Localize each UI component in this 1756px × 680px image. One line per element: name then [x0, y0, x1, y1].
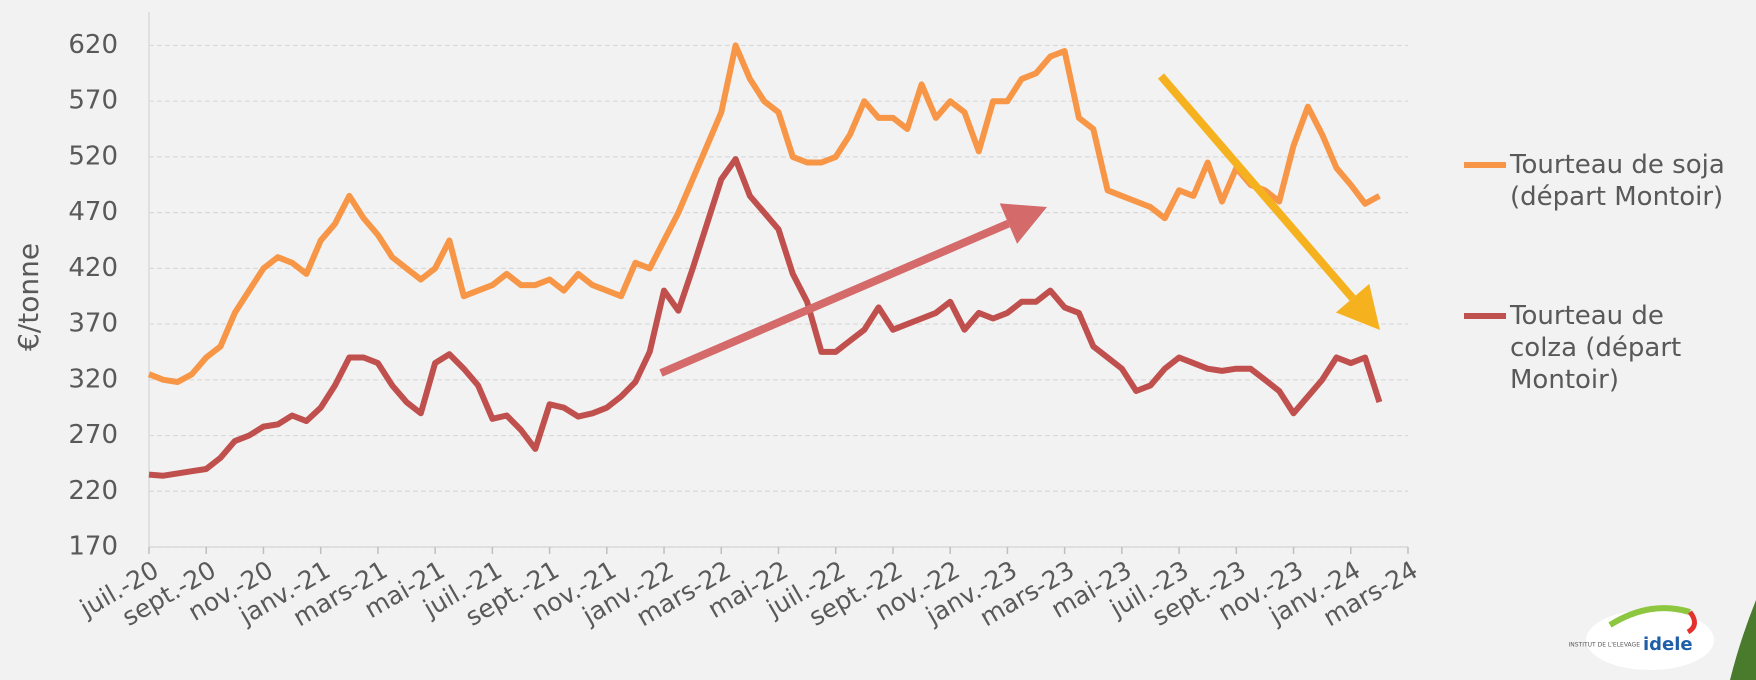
corner-leaf: [1730, 600, 1756, 680]
logo-small-text: INSTITUT DE L'ELEVAGE: [1568, 642, 1640, 649]
trend-arrow: [659, 219, 1010, 377]
logo-text: idele: [1643, 634, 1693, 655]
y-tick-label: 170: [68, 532, 118, 562]
trend-arrow-head: [1335, 283, 1380, 330]
y-tick-label: 370: [68, 309, 118, 339]
y-tick-label: 420: [68, 253, 118, 283]
logo-swoosh: [1686, 610, 1697, 635]
y-tick-label: 270: [68, 420, 118, 450]
legend-label: Tourteau de soja (départ Montoir): [1510, 150, 1725, 212]
y-tick-label: 320: [68, 364, 118, 394]
series-line: [147, 42, 1381, 385]
y-tick-label: 220: [68, 476, 118, 506]
logo-bg: [1586, 610, 1714, 670]
y-axis-label: €/tonne: [12, 243, 45, 351]
series-line: [148, 156, 1383, 479]
y-tick-label: 620: [68, 30, 118, 60]
logo: INSTITUT DE L'ELEVAGE idele: [1568, 600, 1756, 680]
legend-label: Tourteau de colza (départ Montoir): [1510, 301, 1682, 395]
trend-arrow: [1157, 73, 1356, 301]
y-tick-label: 570: [68, 86, 118, 116]
y-tick-label: 520: [68, 141, 118, 171]
y-tick-label: 470: [68, 197, 118, 227]
trend-arrow-head: [999, 203, 1047, 244]
logo-swoosh: [1608, 605, 1691, 628]
grid: [148, 12, 1409, 554]
